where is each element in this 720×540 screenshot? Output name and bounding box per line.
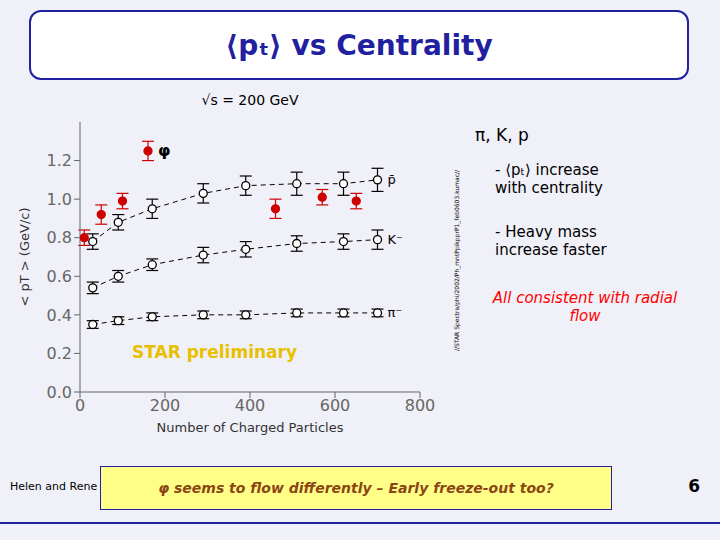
svg-text:400: 400	[235, 396, 266, 415]
svg-text:K⁻: K⁻	[388, 232, 403, 247]
html-text:√s = 200 GeV: √s = 200 GeV	[201, 92, 299, 108]
svg-text:1.2: 1.2	[47, 151, 72, 170]
svg-text:0.8: 0.8	[47, 228, 72, 247]
svg-text:Number of Charged Particles: Number of Charged Particles	[157, 420, 344, 435]
svg-text:0.2: 0.2	[47, 344, 72, 363]
svg-text:1.0: 1.0	[47, 190, 72, 209]
svg-text:π⁻: π⁻	[388, 305, 403, 320]
html-text:⟨pₜ⟩ vs Centrality: ⟨pₜ⟩ vs Centrality	[225, 28, 493, 62]
svg-text:0.4: 0.4	[47, 306, 72, 325]
html-text:All consistent with radial flo: All consistent with radial flow	[492, 289, 678, 325]
html-text:φ seems to flow differently –: φ seems to flow differently – Early free…	[158, 480, 554, 496]
html-text://STAR Spectra/phi/2002/Ph_mnt: //STAR Spectra/phi/2002/Ph_mntPpikpprP1_…	[453, 169, 461, 351]
svg-text:p̄: p̄	[388, 172, 396, 187]
html-text:Helen and Rene: Helen and Rene	[10, 480, 98, 493]
svg-text:600: 600	[320, 396, 351, 415]
html-text:- ⟨pₜ⟩ increase with centralit: - ⟨pₜ⟩ increase with centrality	[495, 161, 603, 197]
html-text:π, K, p: π, K, p	[475, 125, 529, 145]
svg-text:0: 0	[75, 396, 85, 415]
html-text:- Heavy mass increase faster: - Heavy mass increase faster	[495, 223, 607, 259]
svg-text:200: 200	[150, 396, 181, 415]
svg-text:800: 800	[405, 396, 436, 415]
svg-text:φ: φ	[158, 141, 171, 160]
html-text:6: 6	[688, 476, 700, 496]
html-text:STAR preliminary: STAR preliminary	[132, 342, 297, 362]
svg-text:0.0: 0.0	[47, 383, 72, 402]
svg-text:0.6: 0.6	[47, 267, 72, 286]
svg-text:< pT > (GeV/c): < pT > (GeV/c)	[17, 207, 32, 306]
